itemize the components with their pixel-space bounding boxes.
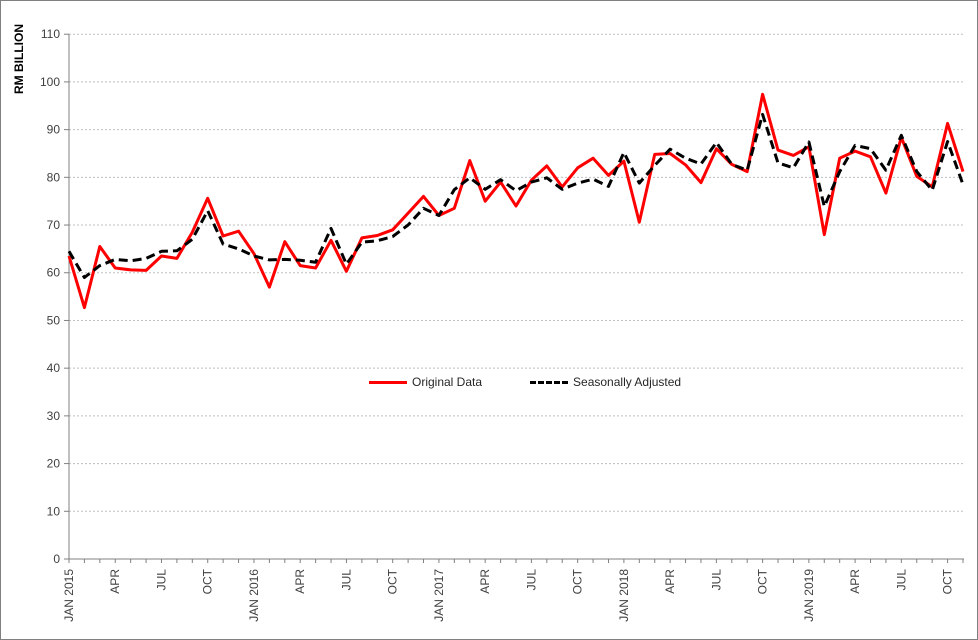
x-tick-label-0: JAN 2015 bbox=[62, 569, 76, 622]
y-tick-label-40: 40 bbox=[47, 361, 61, 375]
x-tick-label-30: JUL bbox=[524, 569, 538, 591]
legend: Original Data Seasonally Adjusted bbox=[369, 375, 681, 389]
y-tick-label-30: 30 bbox=[47, 409, 61, 423]
legend-label-seasonal: Seasonally Adjusted bbox=[573, 375, 682, 389]
x-tick-label-51: APR bbox=[848, 569, 862, 594]
x-tick-label-27: APR bbox=[478, 569, 492, 594]
x-tick-label-18: JUL bbox=[339, 569, 353, 591]
legend-item-seasonal: Seasonally Adjusted bbox=[530, 375, 681, 389]
x-tick-label-15: APR bbox=[293, 569, 307, 594]
x-tick-label-36: JAN 2018 bbox=[617, 569, 631, 622]
y-tick-label-60: 60 bbox=[47, 266, 61, 280]
legend-swatch-original-line bbox=[369, 380, 407, 384]
y-tick-label-20: 20 bbox=[47, 457, 61, 471]
legend-swatch-seasonal-line bbox=[530, 380, 569, 384]
x-tick-label-54: JUL bbox=[894, 569, 908, 591]
x-tick-label-21: OCT bbox=[386, 568, 400, 594]
y-tick-label-90: 90 bbox=[47, 123, 61, 137]
y-tick-label-110: 110 bbox=[41, 27, 60, 41]
x-tick-label-42: JUL bbox=[709, 569, 723, 591]
legend-label-original: Original Data bbox=[412, 375, 483, 389]
x-tick-label-39: APR bbox=[663, 569, 677, 594]
y-tick-label-70: 70 bbox=[47, 218, 61, 232]
x-tick-label-45: OCT bbox=[756, 568, 770, 594]
y-tick-label-50: 50 bbox=[47, 313, 61, 327]
x-tick-label-33: OCT bbox=[571, 568, 585, 594]
x-tick-label-3: APR bbox=[108, 569, 122, 594]
series-line-0-original-data bbox=[67, 92, 965, 310]
x-tick-label-9: OCT bbox=[201, 568, 215, 594]
y-tick-label-80: 80 bbox=[47, 170, 61, 184]
series-line-1-seasonally-adjusted bbox=[67, 112, 965, 279]
legend-item-original: Original Data bbox=[369, 375, 482, 389]
x-tick-label-24: JAN 2017 bbox=[432, 569, 446, 622]
x-tick-label-6: JUL bbox=[154, 569, 168, 591]
x-tick-label-12: JAN 2016 bbox=[247, 569, 261, 622]
x-tick-label-57: OCT bbox=[941, 568, 955, 594]
y-tick-label-100: 100 bbox=[40, 75, 60, 89]
x-tick-label-48: JAN 2019 bbox=[802, 569, 816, 622]
y-tick-label-10: 10 bbox=[47, 504, 61, 518]
y-axis-title: RM BILLION bbox=[12, 24, 26, 94]
y-tick-label-0: 0 bbox=[53, 552, 60, 566]
